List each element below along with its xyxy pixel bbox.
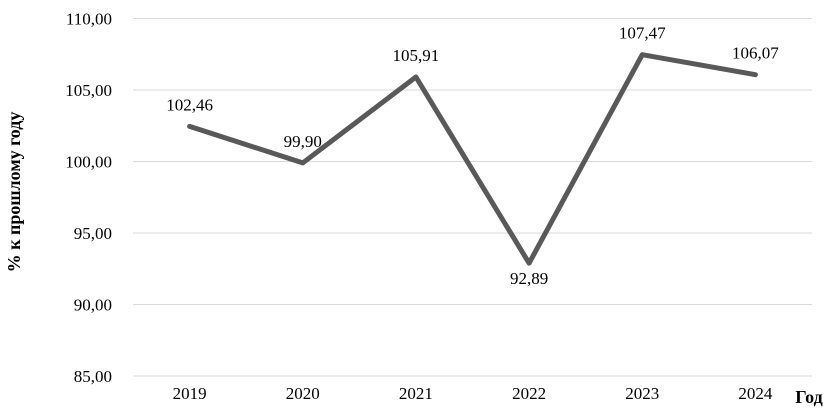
y-tick-label: 95,00 bbox=[74, 224, 112, 243]
y-axis-tick-labels: 85,00 90,00 95,00 100,00 105,00 110,00 bbox=[65, 10, 112, 387]
gridlines-group bbox=[133, 18, 812, 377]
x-category-label: 2020 bbox=[286, 384, 320, 403]
y-tick-label: 90,00 bbox=[74, 296, 112, 315]
data-label: 105,91 bbox=[393, 46, 440, 65]
x-category-label: 2023 bbox=[625, 384, 659, 403]
data-label: 107,47 bbox=[619, 24, 666, 43]
data-label: 99,90 bbox=[284, 132, 322, 151]
data-labels-group: 102,46 99,90 105,91 92,89 107,47 106,07 bbox=[166, 24, 779, 288]
data-label: 92,89 bbox=[510, 269, 548, 288]
x-axis-title: Год bbox=[795, 387, 822, 407]
y-tick-label: 110,00 bbox=[66, 10, 112, 29]
y-tick-label: 100,00 bbox=[65, 153, 112, 172]
x-category-label: 2021 bbox=[399, 384, 433, 403]
series-line bbox=[187, 52, 758, 266]
y-tick-label: 105,00 bbox=[65, 81, 112, 100]
x-category-label: 2024 bbox=[738, 384, 773, 403]
y-axis-title: % к прошлому году bbox=[4, 112, 24, 273]
x-category-label: 2019 bbox=[173, 384, 207, 403]
data-label: 106,07 bbox=[732, 44, 779, 63]
y-tick-label: 85,00 bbox=[74, 367, 112, 386]
data-label: 102,46 bbox=[166, 95, 213, 114]
x-axis-category-labels: 2019 2020 2021 2022 2023 2024 bbox=[173, 384, 773, 403]
x-category-label: 2022 bbox=[512, 384, 546, 403]
